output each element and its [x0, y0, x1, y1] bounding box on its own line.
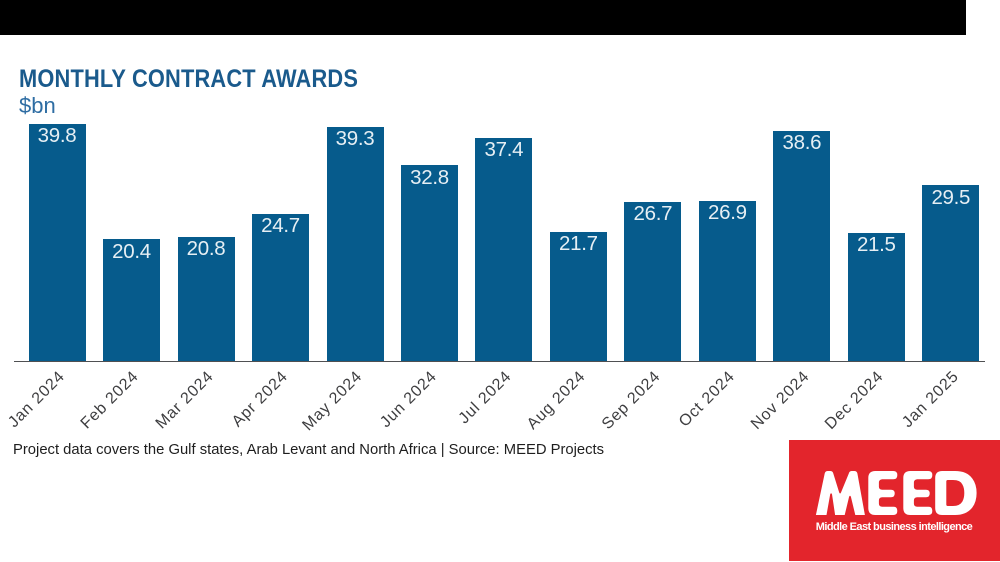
svg-text:Middle East business intellige: Middle East business intelligence: [816, 521, 973, 533]
